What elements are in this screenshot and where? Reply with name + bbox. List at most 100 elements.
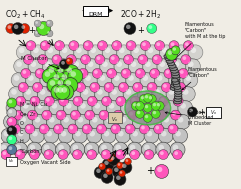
Circle shape — [18, 82, 28, 92]
Circle shape — [31, 45, 46, 60]
Circle shape — [120, 84, 124, 88]
Circle shape — [133, 82, 143, 92]
Circle shape — [17, 98, 21, 102]
Circle shape — [83, 41, 93, 51]
Circle shape — [164, 68, 174, 78]
Circle shape — [180, 70, 184, 74]
Circle shape — [137, 70, 141, 74]
Circle shape — [46, 151, 49, 155]
Circle shape — [131, 101, 140, 110]
Text: M Cluster: M Cluster — [21, 56, 59, 69]
Circle shape — [57, 75, 62, 81]
Circle shape — [118, 131, 124, 136]
Circle shape — [56, 142, 71, 157]
Circle shape — [1, 149, 11, 160]
Circle shape — [139, 124, 149, 134]
Circle shape — [147, 94, 156, 103]
Circle shape — [178, 68, 188, 78]
Circle shape — [20, 101, 35, 115]
Circle shape — [102, 159, 114, 170]
Circle shape — [120, 101, 135, 115]
Circle shape — [143, 113, 152, 122]
Circle shape — [59, 61, 65, 67]
Ellipse shape — [172, 78, 180, 83]
Circle shape — [69, 126, 73, 129]
Circle shape — [15, 112, 19, 116]
Circle shape — [90, 47, 96, 53]
Circle shape — [42, 42, 46, 46]
Circle shape — [148, 25, 152, 29]
Circle shape — [140, 56, 143, 60]
Circle shape — [94, 103, 100, 109]
Circle shape — [86, 112, 90, 116]
Circle shape — [111, 124, 121, 134]
Ellipse shape — [125, 91, 171, 125]
Circle shape — [132, 114, 147, 129]
Circle shape — [68, 56, 72, 60]
Circle shape — [8, 100, 12, 103]
Text: DRM: DRM — [88, 12, 102, 17]
Circle shape — [176, 82, 186, 92]
Circle shape — [152, 87, 167, 101]
Text: Ce, Zr: Ce, Zr — [20, 112, 35, 117]
Circle shape — [55, 84, 70, 99]
Circle shape — [96, 168, 101, 173]
Circle shape — [137, 87, 152, 101]
Circle shape — [116, 45, 131, 60]
Circle shape — [34, 20, 41, 27]
Circle shape — [88, 61, 94, 67]
Circle shape — [108, 154, 120, 166]
Circle shape — [111, 89, 117, 95]
Circle shape — [60, 151, 64, 155]
Circle shape — [73, 128, 87, 143]
Circle shape — [142, 75, 148, 81]
Circle shape — [118, 98, 121, 102]
Circle shape — [132, 98, 136, 102]
Circle shape — [51, 70, 55, 74]
Circle shape — [112, 166, 124, 177]
Circle shape — [107, 169, 109, 172]
Circle shape — [106, 168, 113, 175]
Circle shape — [139, 94, 148, 103]
Circle shape — [19, 47, 24, 53]
Text: $\mathregular{2CO + 2H_2}$: $\mathregular{2CO + 2H_2}$ — [120, 9, 161, 21]
Circle shape — [99, 163, 106, 170]
Ellipse shape — [170, 69, 178, 73]
Circle shape — [7, 126, 17, 136]
Circle shape — [173, 145, 178, 150]
Circle shape — [73, 149, 82, 160]
Circle shape — [21, 25, 25, 29]
Circle shape — [3, 131, 9, 136]
Circle shape — [47, 47, 53, 53]
FancyBboxPatch shape — [107, 112, 122, 123]
Circle shape — [92, 84, 95, 88]
Circle shape — [85, 75, 91, 81]
Ellipse shape — [164, 54, 171, 58]
Circle shape — [84, 126, 88, 129]
Circle shape — [20, 84, 24, 88]
Circle shape — [142, 42, 146, 46]
Circle shape — [128, 42, 132, 46]
Circle shape — [56, 110, 66, 120]
Circle shape — [115, 128, 130, 143]
Circle shape — [114, 151, 116, 154]
Circle shape — [124, 22, 136, 34]
Circle shape — [167, 55, 176, 64]
Circle shape — [173, 96, 183, 106]
Circle shape — [109, 87, 124, 101]
Circle shape — [127, 126, 131, 129]
Circle shape — [170, 126, 174, 129]
Circle shape — [159, 96, 169, 106]
Circle shape — [30, 145, 35, 150]
Circle shape — [107, 155, 114, 162]
Circle shape — [183, 41, 193, 51]
Circle shape — [35, 31, 38, 34]
Circle shape — [21, 68, 31, 78]
Ellipse shape — [171, 81, 180, 86]
Ellipse shape — [174, 93, 182, 97]
Circle shape — [123, 70, 127, 74]
Circle shape — [119, 170, 126, 177]
Circle shape — [82, 124, 92, 134]
Circle shape — [63, 117, 69, 122]
Circle shape — [163, 117, 169, 122]
